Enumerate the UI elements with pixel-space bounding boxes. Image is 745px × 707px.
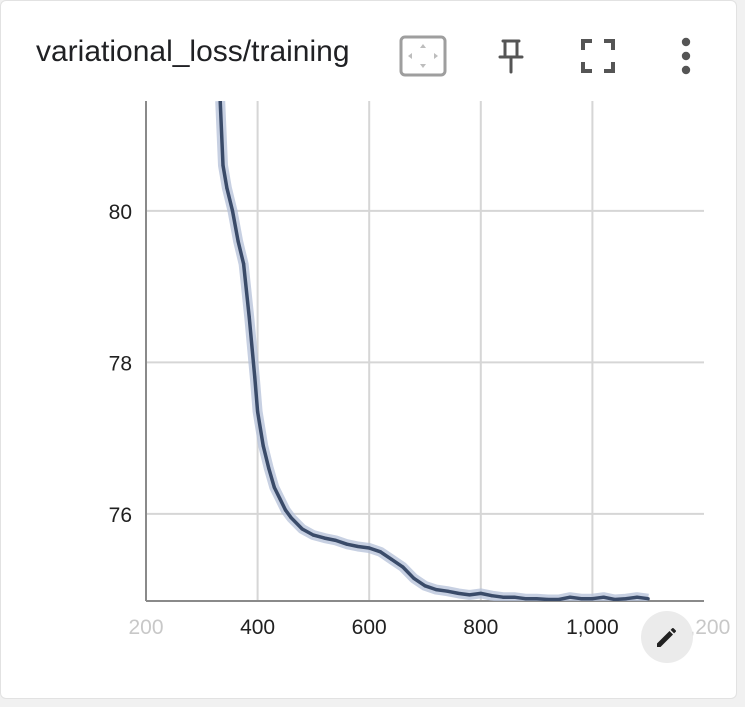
- pin-icon: [498, 39, 524, 74]
- data-point: [624, 597, 628, 601]
- data-point: [512, 595, 516, 599]
- data-point: [356, 544, 360, 549]
- data-point: [401, 565, 405, 569]
- data-point: [479, 591, 483, 596]
- y-tick-label: 76: [109, 504, 132, 527]
- series-layer: [215, 101, 650, 601]
- y-tick-label: 78: [109, 352, 132, 375]
- data-point: [501, 595, 505, 599]
- data-point: [635, 595, 639, 599]
- data-point: [490, 594, 494, 598]
- data-point: [278, 497, 282, 501]
- data-point: [289, 516, 293, 520]
- data-point: [283, 508, 288, 512]
- data-point: [253, 375, 257, 380]
- data-point: [267, 466, 271, 471]
- data-point: [247, 315, 251, 319]
- fit-domain-button[interactable]: [399, 34, 447, 78]
- more-vert-icon: [681, 37, 691, 75]
- data-point: [261, 444, 265, 448]
- x-tick-label: 400: [240, 616, 275, 639]
- fullscreen-icon: [581, 39, 615, 73]
- data-point: [367, 546, 371, 550]
- data-point: [445, 589, 449, 593]
- data-point: [378, 550, 382, 554]
- data-point: [601, 595, 606, 599]
- data-point: [434, 588, 438, 592]
- pin-button[interactable]: [487, 34, 535, 78]
- more-options-button[interactable]: [662, 34, 710, 78]
- series-line[interactable]: [218, 101, 649, 601]
- data-point: [334, 538, 338, 542]
- data-point: [590, 597, 595, 601]
- data-point: [456, 591, 461, 596]
- line-chart[interactable]: 200 400 600 800 1,000 1,200 76 78 80: [1, 101, 738, 661]
- data-point: [221, 163, 225, 167]
- data-point: [272, 485, 276, 489]
- grid-lines: [146, 101, 704, 601]
- x-tick-label: 1,000: [566, 616, 619, 639]
- data-point: [236, 239, 240, 243]
- data-point: [423, 584, 427, 588]
- data-point: [568, 595, 572, 599]
- data-point: [546, 597, 550, 601]
- x-tick-label: 800: [463, 616, 498, 639]
- data-point: [322, 536, 327, 540]
- data-point: [523, 597, 528, 601]
- data-point: [646, 597, 650, 601]
- y-tick-label: 80: [109, 201, 132, 224]
- fullscreen-button[interactable]: [574, 34, 622, 78]
- data-point: [579, 597, 583, 601]
- fit-domain-icon: [399, 35, 447, 77]
- data-point: [389, 557, 394, 561]
- edit-button[interactable]: [641, 611, 693, 663]
- data-point: [300, 527, 304, 531]
- data-point: [613, 597, 617, 601]
- data-point: [256, 410, 260, 414]
- series-raw-band: [215, 101, 649, 601]
- data-point: [345, 542, 349, 546]
- data-point: [412, 576, 416, 580]
- data-point: [225, 186, 229, 190]
- data-point: [535, 597, 539, 601]
- chart-title: variational_loss/training: [36, 35, 350, 68]
- data-point: [557, 597, 561, 601]
- data-point: [242, 262, 246, 266]
- card-header: variational_loss/training: [1, 1, 738, 101]
- data-point: [468, 593, 472, 597]
- data-point: [311, 533, 315, 537]
- edit-pencil-icon: [657, 628, 676, 647]
- data-point: [218, 101, 222, 103]
- data-point: [230, 209, 235, 213]
- x-tick-label: 600: [352, 616, 387, 639]
- x-tick-label: 200: [128, 616, 163, 639]
- chart-card: variational_loss/training: [0, 0, 737, 699]
